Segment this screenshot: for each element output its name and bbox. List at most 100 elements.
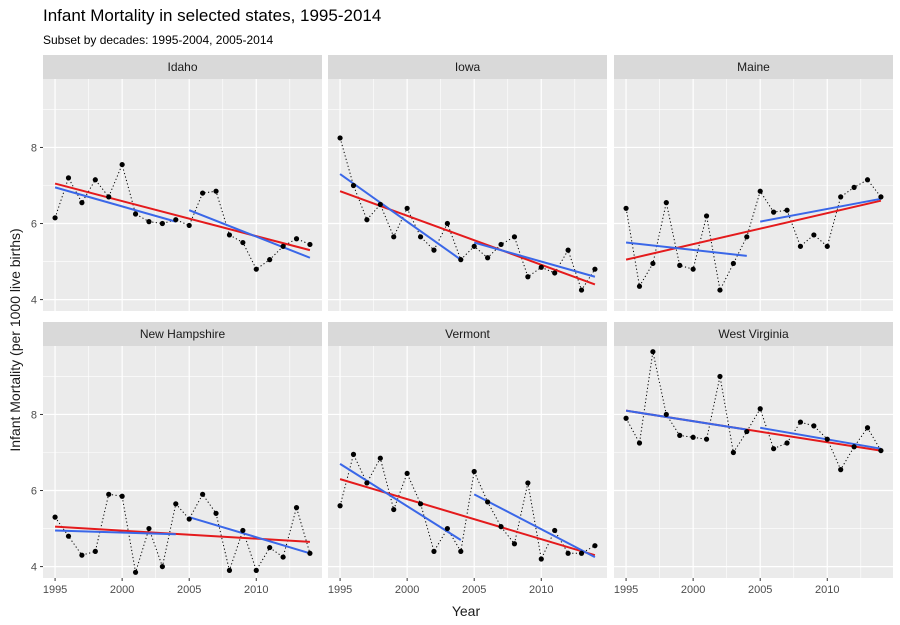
data-point	[592, 266, 598, 272]
facet-strip-label: Vermont	[445, 327, 490, 341]
chart-subtitle: Subset by decades: 1995-2004, 2005-2014	[43, 33, 274, 47]
data-point	[485, 255, 491, 261]
y-axis-label: Infant Mortality (per 1000 live births)	[7, 228, 23, 451]
decade-fit-line	[188, 209, 311, 259]
overall-fit-line	[625, 199, 882, 261]
data-point	[92, 177, 98, 183]
data-point	[146, 525, 152, 532]
facet-panel: West Virginia 1995 2000 2005 2010	[614, 322, 893, 596]
decade-fit-line	[760, 197, 882, 223]
x-axis-label: Year	[452, 603, 481, 619]
data-point	[717, 373, 723, 380]
decade-fit-line	[55, 529, 176, 536]
x-tick-label: 2005	[748, 584, 772, 596]
data-point	[677, 432, 683, 438]
x-tick-label: 2010	[815, 584, 839, 596]
facet-panel: Maine	[614, 55, 893, 311]
data-point	[444, 525, 450, 532]
data-point	[267, 544, 273, 551]
facet-strip	[43, 55, 322, 79]
data-point	[578, 287, 585, 293]
data-point	[623, 205, 629, 211]
facet-strip-label: West Virginia	[718, 327, 789, 341]
data-point	[106, 491, 112, 497]
data-point	[293, 236, 300, 242]
data-point	[337, 503, 343, 509]
data-point	[350, 451, 357, 457]
data-point	[797, 419, 804, 425]
y-tick-label: 4	[31, 295, 37, 307]
data-point	[838, 467, 844, 473]
data-point	[771, 209, 777, 215]
y-tick-label: 8	[31, 409, 37, 421]
data-point	[431, 548, 437, 554]
data-point	[824, 436, 830, 442]
data-point	[864, 425, 871, 431]
panel-background	[43, 346, 322, 578]
data-point	[391, 234, 397, 240]
decade-fit-line	[760, 426, 882, 450]
panel-background	[614, 346, 893, 578]
data-point	[65, 175, 72, 181]
data-point	[663, 200, 669, 206]
data-point	[757, 406, 763, 412]
data-point	[132, 569, 139, 575]
data-point	[267, 257, 273, 263]
data-point	[592, 543, 598, 549]
data-point	[703, 436, 710, 442]
data-point	[636, 283, 643, 289]
decade-fit-line	[625, 241, 747, 257]
data-point	[132, 211, 139, 217]
data-point	[186, 222, 192, 229]
data-point	[511, 234, 518, 240]
data-point	[159, 563, 165, 570]
data-point	[771, 446, 777, 452]
data-point	[240, 527, 246, 534]
facet-panel: New Hampshire 4 6 8 1995 2000 2005 2010	[31, 322, 322, 596]
x-tick-label: 2010	[529, 584, 553, 596]
panel-background	[328, 346, 607, 578]
x-tick-label: 2000	[681, 584, 705, 596]
data-point	[280, 554, 286, 560]
data-point	[350, 182, 357, 189]
data-point	[52, 215, 58, 221]
data-point	[471, 468, 477, 475]
data-point	[636, 440, 643, 446]
decade-fit-line	[54, 186, 177, 223]
data-point	[200, 491, 206, 497]
data-point	[511, 541, 518, 547]
facet-strip	[43, 322, 322, 346]
data-point	[650, 260, 656, 267]
data-point	[307, 241, 313, 248]
data-point	[565, 247, 571, 253]
data-point	[525, 274, 531, 280]
data-point	[851, 184, 857, 190]
y-tick-label: 4	[31, 562, 37, 574]
data-point	[485, 499, 491, 505]
data-point	[811, 423, 817, 429]
data-point	[307, 550, 313, 556]
data-point	[538, 556, 544, 562]
data-point	[146, 219, 152, 225]
data-point	[293, 505, 300, 511]
data-point	[878, 447, 884, 454]
data-point	[52, 514, 58, 520]
facet-strip-label: Idaho	[167, 60, 197, 74]
data-point	[186, 516, 192, 522]
decade-fit-line	[473, 241, 596, 278]
panels-group: Idaho 4 6 8 Iowa Maine New Hampshire 4 6 8 1995 200…	[31, 55, 893, 596]
data-point	[690, 266, 696, 272]
facet-strip	[614, 322, 893, 346]
data-point	[79, 200, 85, 206]
data-point	[404, 470, 410, 477]
data-point	[838, 194, 844, 200]
data-point	[337, 135, 343, 141]
data-point	[377, 201, 383, 208]
overall-fit-line	[339, 190, 596, 286]
data-point	[878, 194, 884, 200]
data-point	[730, 260, 736, 267]
data-point	[578, 550, 585, 556]
x-tick-label: 1995	[328, 584, 352, 596]
x-tick-label: 1995	[614, 584, 638, 596]
